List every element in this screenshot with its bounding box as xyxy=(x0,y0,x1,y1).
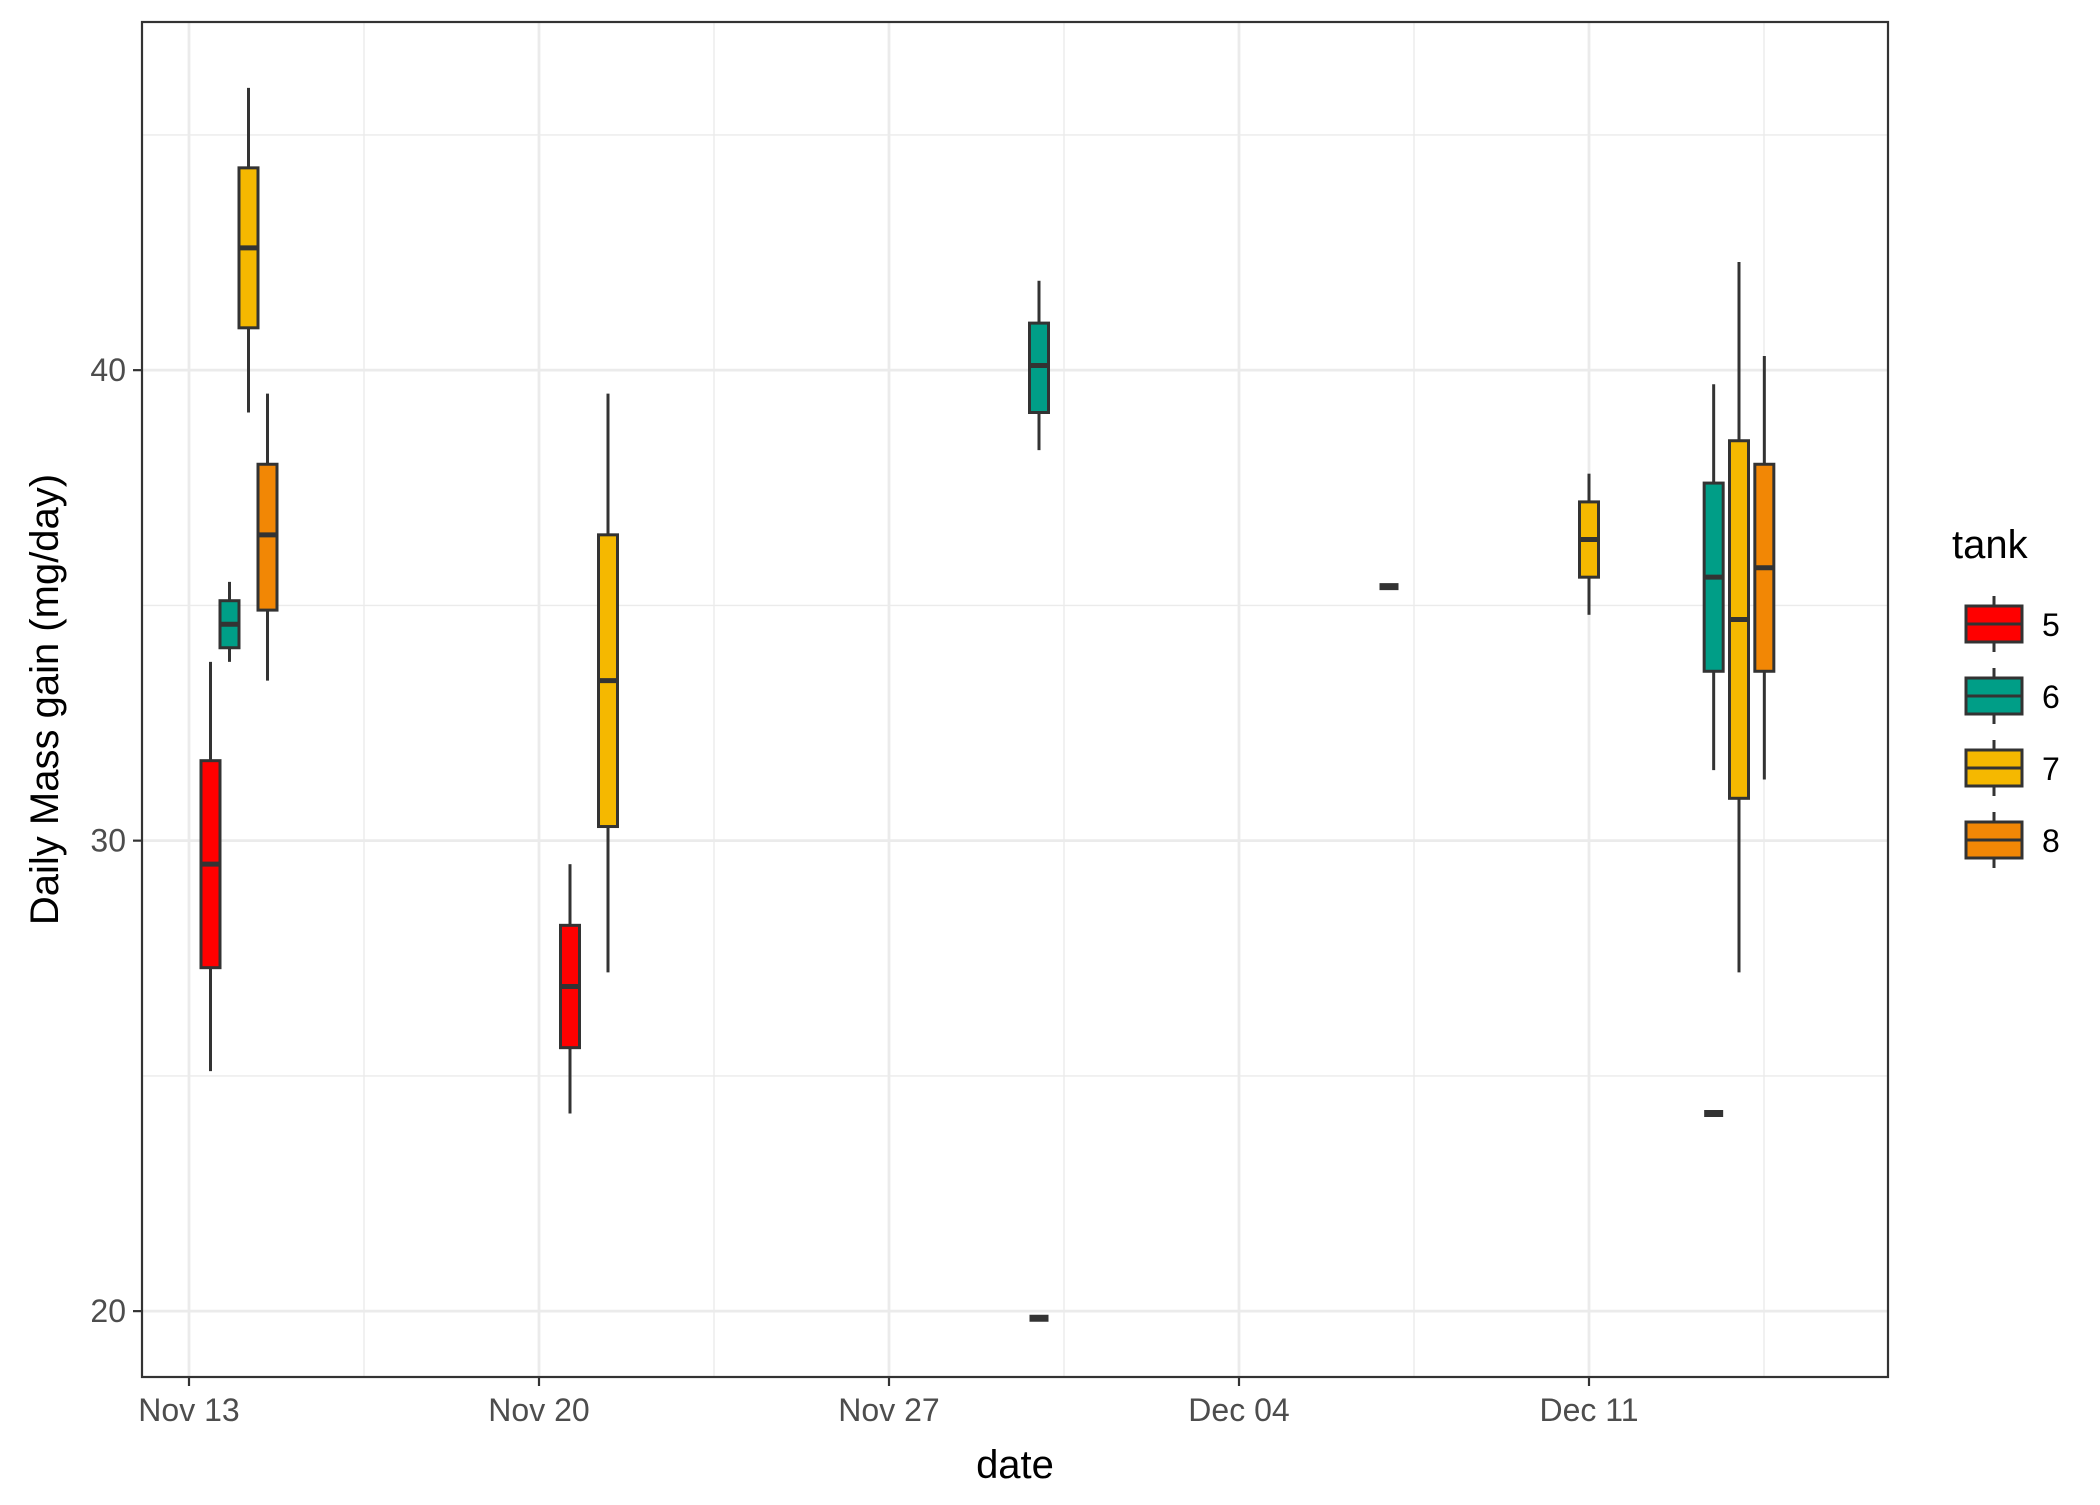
x-tick-label: Nov 27 xyxy=(838,1392,939,1428)
box-tank-7 xyxy=(237,87,260,413)
x-tick-label: Dec 11 xyxy=(1539,1392,1638,1428)
x-axis-title: date xyxy=(976,1443,1054,1487)
y-axis-title: Daily Mass gain (mg/day) xyxy=(23,474,67,925)
legend: tank 5 6 7 8 xyxy=(1952,523,2060,868)
legend-key xyxy=(1964,740,2024,796)
box-tank-7 xyxy=(1728,261,1750,973)
box-tank-6 xyxy=(218,581,241,662)
box-tank-6 xyxy=(1702,384,1725,771)
box-tank-7 xyxy=(597,393,619,973)
y-tick-label: 20 xyxy=(90,1293,126,1329)
x-tick-label: Nov 13 xyxy=(138,1392,239,1428)
x-tick-label: Dec 04 xyxy=(1188,1392,1289,1428)
legend-key xyxy=(1964,668,2024,724)
legend-key xyxy=(1964,596,2024,652)
y-tick-label: 40 xyxy=(90,352,126,388)
grid-lines xyxy=(142,22,1888,1377)
legend-key xyxy=(1964,812,2024,868)
box-tank-5 xyxy=(199,661,222,1072)
legend-label: 7 xyxy=(2042,751,2060,787)
plot-border xyxy=(140,20,1890,1379)
box-tank-8 xyxy=(1753,356,1776,780)
legend-label: 8 xyxy=(2042,823,2060,859)
legend-label: 5 xyxy=(2042,607,2060,643)
box-tank-5 xyxy=(559,864,581,1114)
x-tick-label: Nov 20 xyxy=(488,1392,589,1428)
y-tick-label: 30 xyxy=(90,823,126,859)
boxes xyxy=(199,87,1776,1322)
plot-panel xyxy=(142,22,1888,1377)
box-tank-8 xyxy=(256,393,279,681)
legend-title: tank xyxy=(1952,523,2029,567)
box-tank-6 xyxy=(1028,280,1050,451)
legend-label: 6 xyxy=(2042,679,2060,715)
box-tank-7 xyxy=(1578,473,1600,615)
axes: Nov 13 Nov 20 Nov 27 Dec 04 Dec 11 20 30 40 date… xyxy=(23,352,1639,1487)
